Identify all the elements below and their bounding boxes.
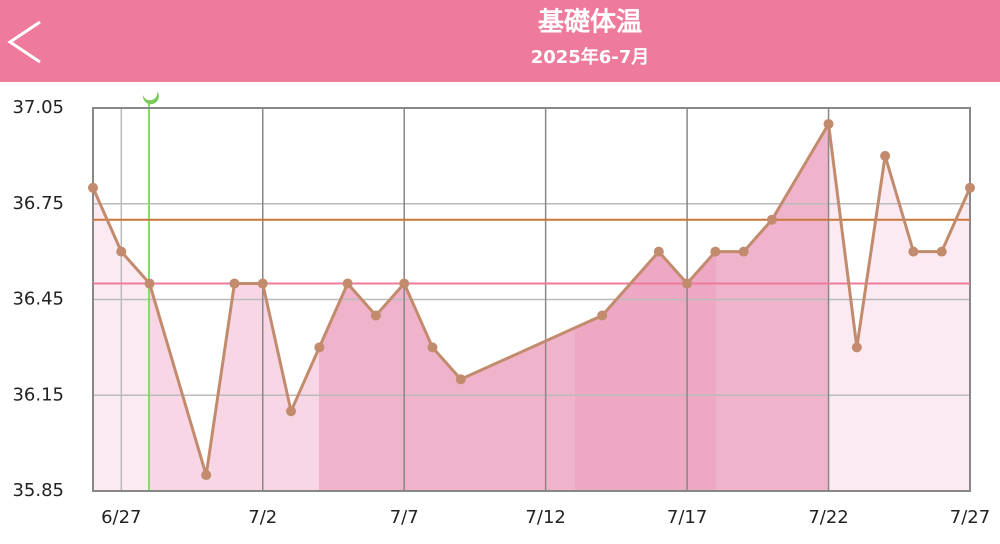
x-tick-label: 7/12 (525, 507, 565, 528)
line-segment (289, 346, 321, 412)
data-point (342, 278, 353, 289)
line-segment (261, 283, 293, 412)
x-tick-label: 7/22 (808, 507, 848, 528)
line-segment (346, 282, 378, 317)
line-segment (91, 187, 123, 253)
data-point (597, 310, 608, 321)
y-tick-label: 35.85 (12, 480, 64, 501)
data-point (399, 278, 410, 289)
x-tick-label: 7/7 (390, 507, 419, 528)
y-tick-label: 36.45 (12, 289, 64, 310)
line-segment (374, 282, 406, 317)
chart-title: 基礎体温 (538, 8, 642, 38)
line-segment (940, 187, 972, 253)
data-point (653, 246, 664, 257)
line-segment (120, 250, 151, 285)
data-point (455, 374, 466, 385)
data-point (908, 246, 919, 257)
data-point (936, 246, 947, 257)
line-segment (827, 123, 859, 348)
data-point (880, 150, 891, 161)
data-point (766, 214, 777, 225)
line-segment (460, 314, 603, 381)
chart-subtitle: 2025年6-7月 (531, 46, 650, 68)
x-tick-label: 7/2 (248, 507, 277, 528)
line-segment (402, 282, 434, 348)
data-point (229, 278, 240, 289)
data-point (710, 246, 721, 257)
y-tick-label: 36.75 (12, 193, 64, 214)
x-tick-label: 6/27 (101, 507, 141, 528)
data-point (257, 278, 268, 289)
data-point (144, 278, 155, 289)
data-point (682, 278, 693, 289)
plot-border (92, 107, 971, 492)
moon-icon (142, 91, 159, 105)
data-point (370, 310, 381, 321)
line-segment (148, 283, 208, 476)
x-tick-label: 7/27 (950, 507, 990, 528)
line-segment (601, 250, 660, 317)
x-tick-label: 7/17 (667, 507, 707, 528)
line-segment (770, 123, 830, 221)
line-segment (855, 155, 887, 348)
data-point (286, 406, 297, 417)
line-segment (657, 250, 689, 285)
line-segment (742, 218, 774, 253)
y-tick-label: 37.05 (12, 97, 64, 118)
data-point (88, 182, 98, 193)
data-point (427, 342, 438, 353)
y-tick-label: 36.15 (12, 384, 64, 405)
data-point (116, 246, 127, 257)
line-segment (883, 155, 915, 253)
back-button[interactable] (7, 20, 41, 64)
line-segment (317, 282, 349, 348)
data-point (823, 118, 834, 129)
line-segment (204, 283, 236, 476)
data-point (851, 342, 862, 353)
data-point (201, 470, 212, 481)
header (0, 0, 1000, 82)
line-segment (431, 346, 462, 381)
data-point (965, 182, 975, 193)
data-point (314, 342, 325, 353)
line-segment (685, 250, 717, 285)
data-point (738, 246, 749, 257)
